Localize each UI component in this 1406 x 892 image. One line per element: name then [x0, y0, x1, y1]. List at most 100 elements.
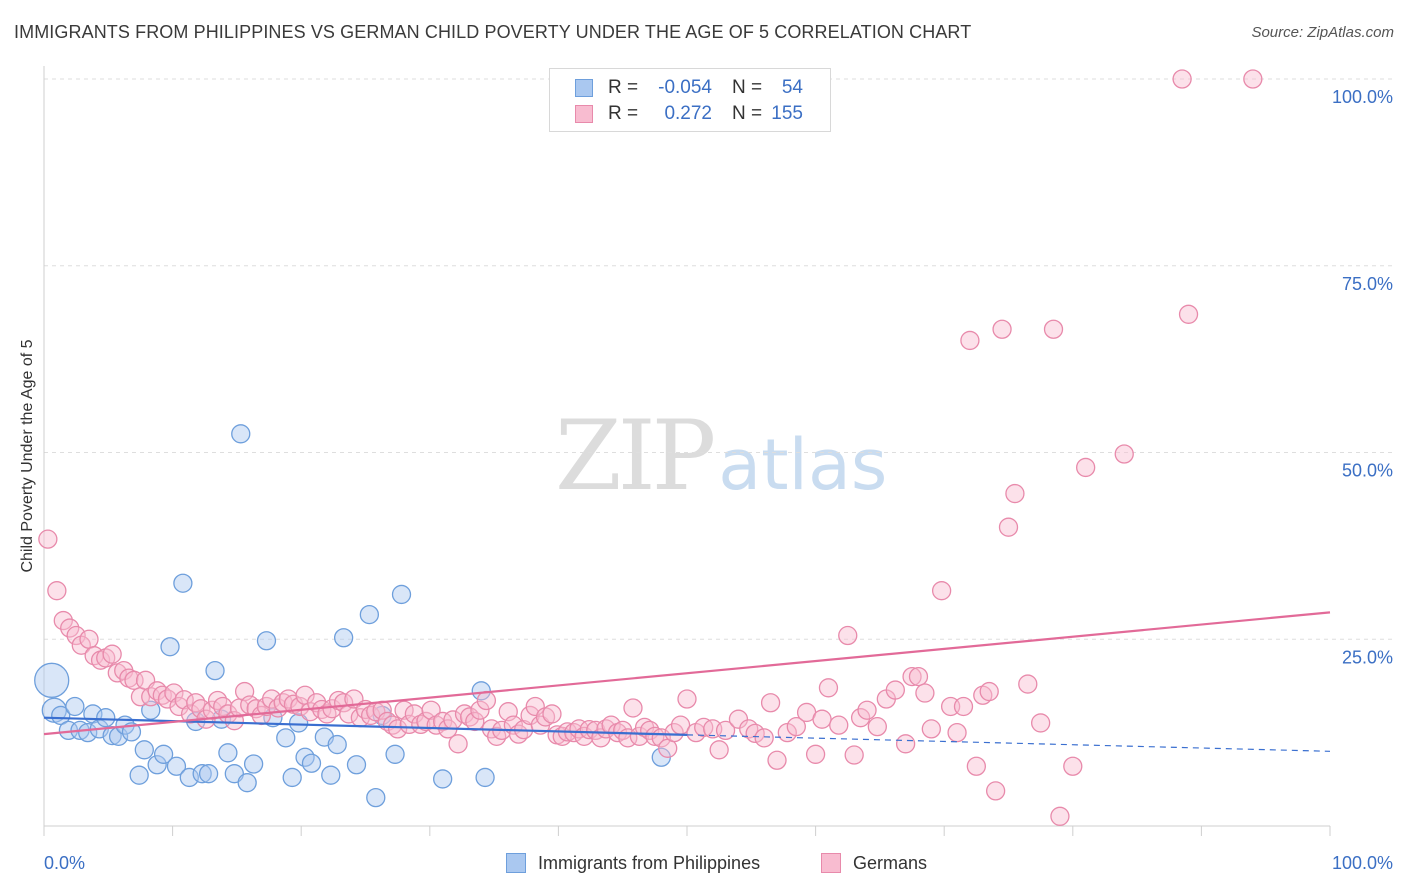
- y-tick-label: 75.0%: [1342, 274, 1393, 294]
- stats-legend: R = -0.054 N = 54 R = 0.272 N = 155: [549, 68, 831, 132]
- germans-point: [525, 696, 545, 717]
- germans-point: [709, 740, 729, 760]
- germans-point: [902, 666, 922, 687]
- germans-point: [53, 610, 73, 631]
- germans-point: [953, 696, 974, 717]
- germans-point: [818, 678, 839, 698]
- germans-point: [760, 693, 781, 713]
- germans-point: [838, 625, 858, 646]
- philippines-point: [166, 756, 187, 776]
- y-tick-label: 50.0%: [1342, 461, 1393, 481]
- germans-point: [677, 689, 697, 709]
- philippines-point: [218, 743, 238, 763]
- y-tick-label: 25.0%: [1342, 647, 1393, 667]
- germans-point: [1172, 69, 1192, 89]
- trend-lines: [43, 611, 1331, 752]
- philippines-point: [475, 767, 495, 788]
- philippines-point: [346, 755, 367, 775]
- philippines-point: [327, 734, 347, 755]
- chart-title: IMMIGRANTS FROM PHILIPPINES VS GERMAN CH…: [14, 22, 972, 42]
- germans-point: [895, 734, 916, 754]
- germans-point: [998, 517, 1019, 537]
- germans-point: [38, 529, 58, 549]
- legend-swatch-germans: [575, 105, 593, 123]
- germans-point: [387, 719, 408, 739]
- legend-n-label: N =: [732, 77, 763, 98]
- source-label: Source: ZipAtlas.com: [1251, 24, 1394, 41]
- philippines-point: [121, 722, 142, 742]
- germans-point: [985, 781, 1006, 801]
- germans-point: [805, 744, 826, 764]
- germans-point: [601, 715, 621, 735]
- germans-point: [623, 698, 643, 718]
- germans-point: [931, 581, 952, 601]
- germans-point: [465, 711, 485, 732]
- axes: [43, 66, 1331, 836]
- legend-r-label: R =: [608, 103, 639, 124]
- germans-point: [921, 719, 941, 739]
- germans-point: [850, 708, 871, 728]
- germans-point: [992, 319, 1012, 339]
- germans-point: [1243, 69, 1263, 89]
- germans-point: [915, 683, 935, 703]
- germans-point: [844, 745, 864, 765]
- watermark: ZIPatlas: [555, 400, 887, 512]
- philippines-point: [96, 708, 116, 728]
- philippines-point: [134, 740, 154, 760]
- philippines-point: [301, 753, 322, 773]
- germans-point: [1114, 444, 1134, 464]
- philippines-point: [333, 628, 354, 648]
- legend-row-philippines: R = -0.054 N = 54: [550, 75, 830, 101]
- germans-point: [454, 704, 475, 724]
- tick-labels: 25.0% 50.0% 75.0% 100.0% 0.0% 100.0%: [44, 87, 1393, 873]
- legend-r-value: -0.054: [658, 77, 712, 98]
- philippines-point: [141, 700, 161, 720]
- philippines-point: [129, 765, 149, 785]
- philippines-point: [321, 765, 341, 785]
- germans-point: [60, 618, 80, 638]
- bottom-legend-label: Germans: [853, 853, 928, 873]
- legend-n-value: 155: [771, 103, 803, 124]
- philippines-point: [366, 787, 386, 808]
- germans-point: [102, 644, 122, 664]
- legend-row-germans: R = 0.272 N = 155: [550, 101, 830, 127]
- germans-point: [1005, 483, 1025, 504]
- germans-point: [715, 720, 736, 741]
- germans-point: [1076, 457, 1096, 478]
- germans-point: [476, 690, 497, 711]
- x-tick-label: 0.0%: [44, 853, 85, 873]
- philippines-point: [205, 660, 225, 681]
- germans-point: [79, 629, 99, 649]
- germans-point: [645, 726, 665, 747]
- philippines-trend-extension: [686, 734, 1331, 752]
- germans-point: [1050, 806, 1070, 826]
- germans-point: [1063, 756, 1083, 776]
- philippines-point: [433, 769, 453, 789]
- philippines-point: [78, 722, 98, 743]
- data-points: [34, 69, 1263, 826]
- philippines-point: [153, 744, 174, 764]
- philippines-point: [391, 584, 412, 605]
- germans-point: [786, 716, 806, 737]
- legend-n-value: 54: [781, 77, 803, 98]
- philippines-point: [243, 754, 264, 774]
- germans-point: [71, 635, 91, 655]
- bottom-legend-swatch: [821, 853, 841, 873]
- germans-point: [885, 680, 905, 700]
- philippines-point: [237, 773, 257, 793]
- bottom-legend-swatch: [506, 853, 526, 873]
- philippines-point: [276, 728, 296, 748]
- germans-point: [360, 705, 381, 726]
- philippines-point: [192, 764, 212, 784]
- germans-point: [1018, 674, 1038, 694]
- watermark-atlas: atlas: [718, 424, 888, 506]
- germans-point: [1031, 713, 1051, 733]
- bottom-legend-label: Immigrants from Philippines: [538, 853, 761, 873]
- germans-point: [448, 734, 468, 754]
- germans-point: [47, 581, 67, 601]
- germans-point: [754, 728, 774, 748]
- germans-point: [180, 704, 201, 724]
- germans-point: [979, 681, 999, 702]
- germans-point: [394, 700, 414, 720]
- philippines-point: [160, 637, 180, 657]
